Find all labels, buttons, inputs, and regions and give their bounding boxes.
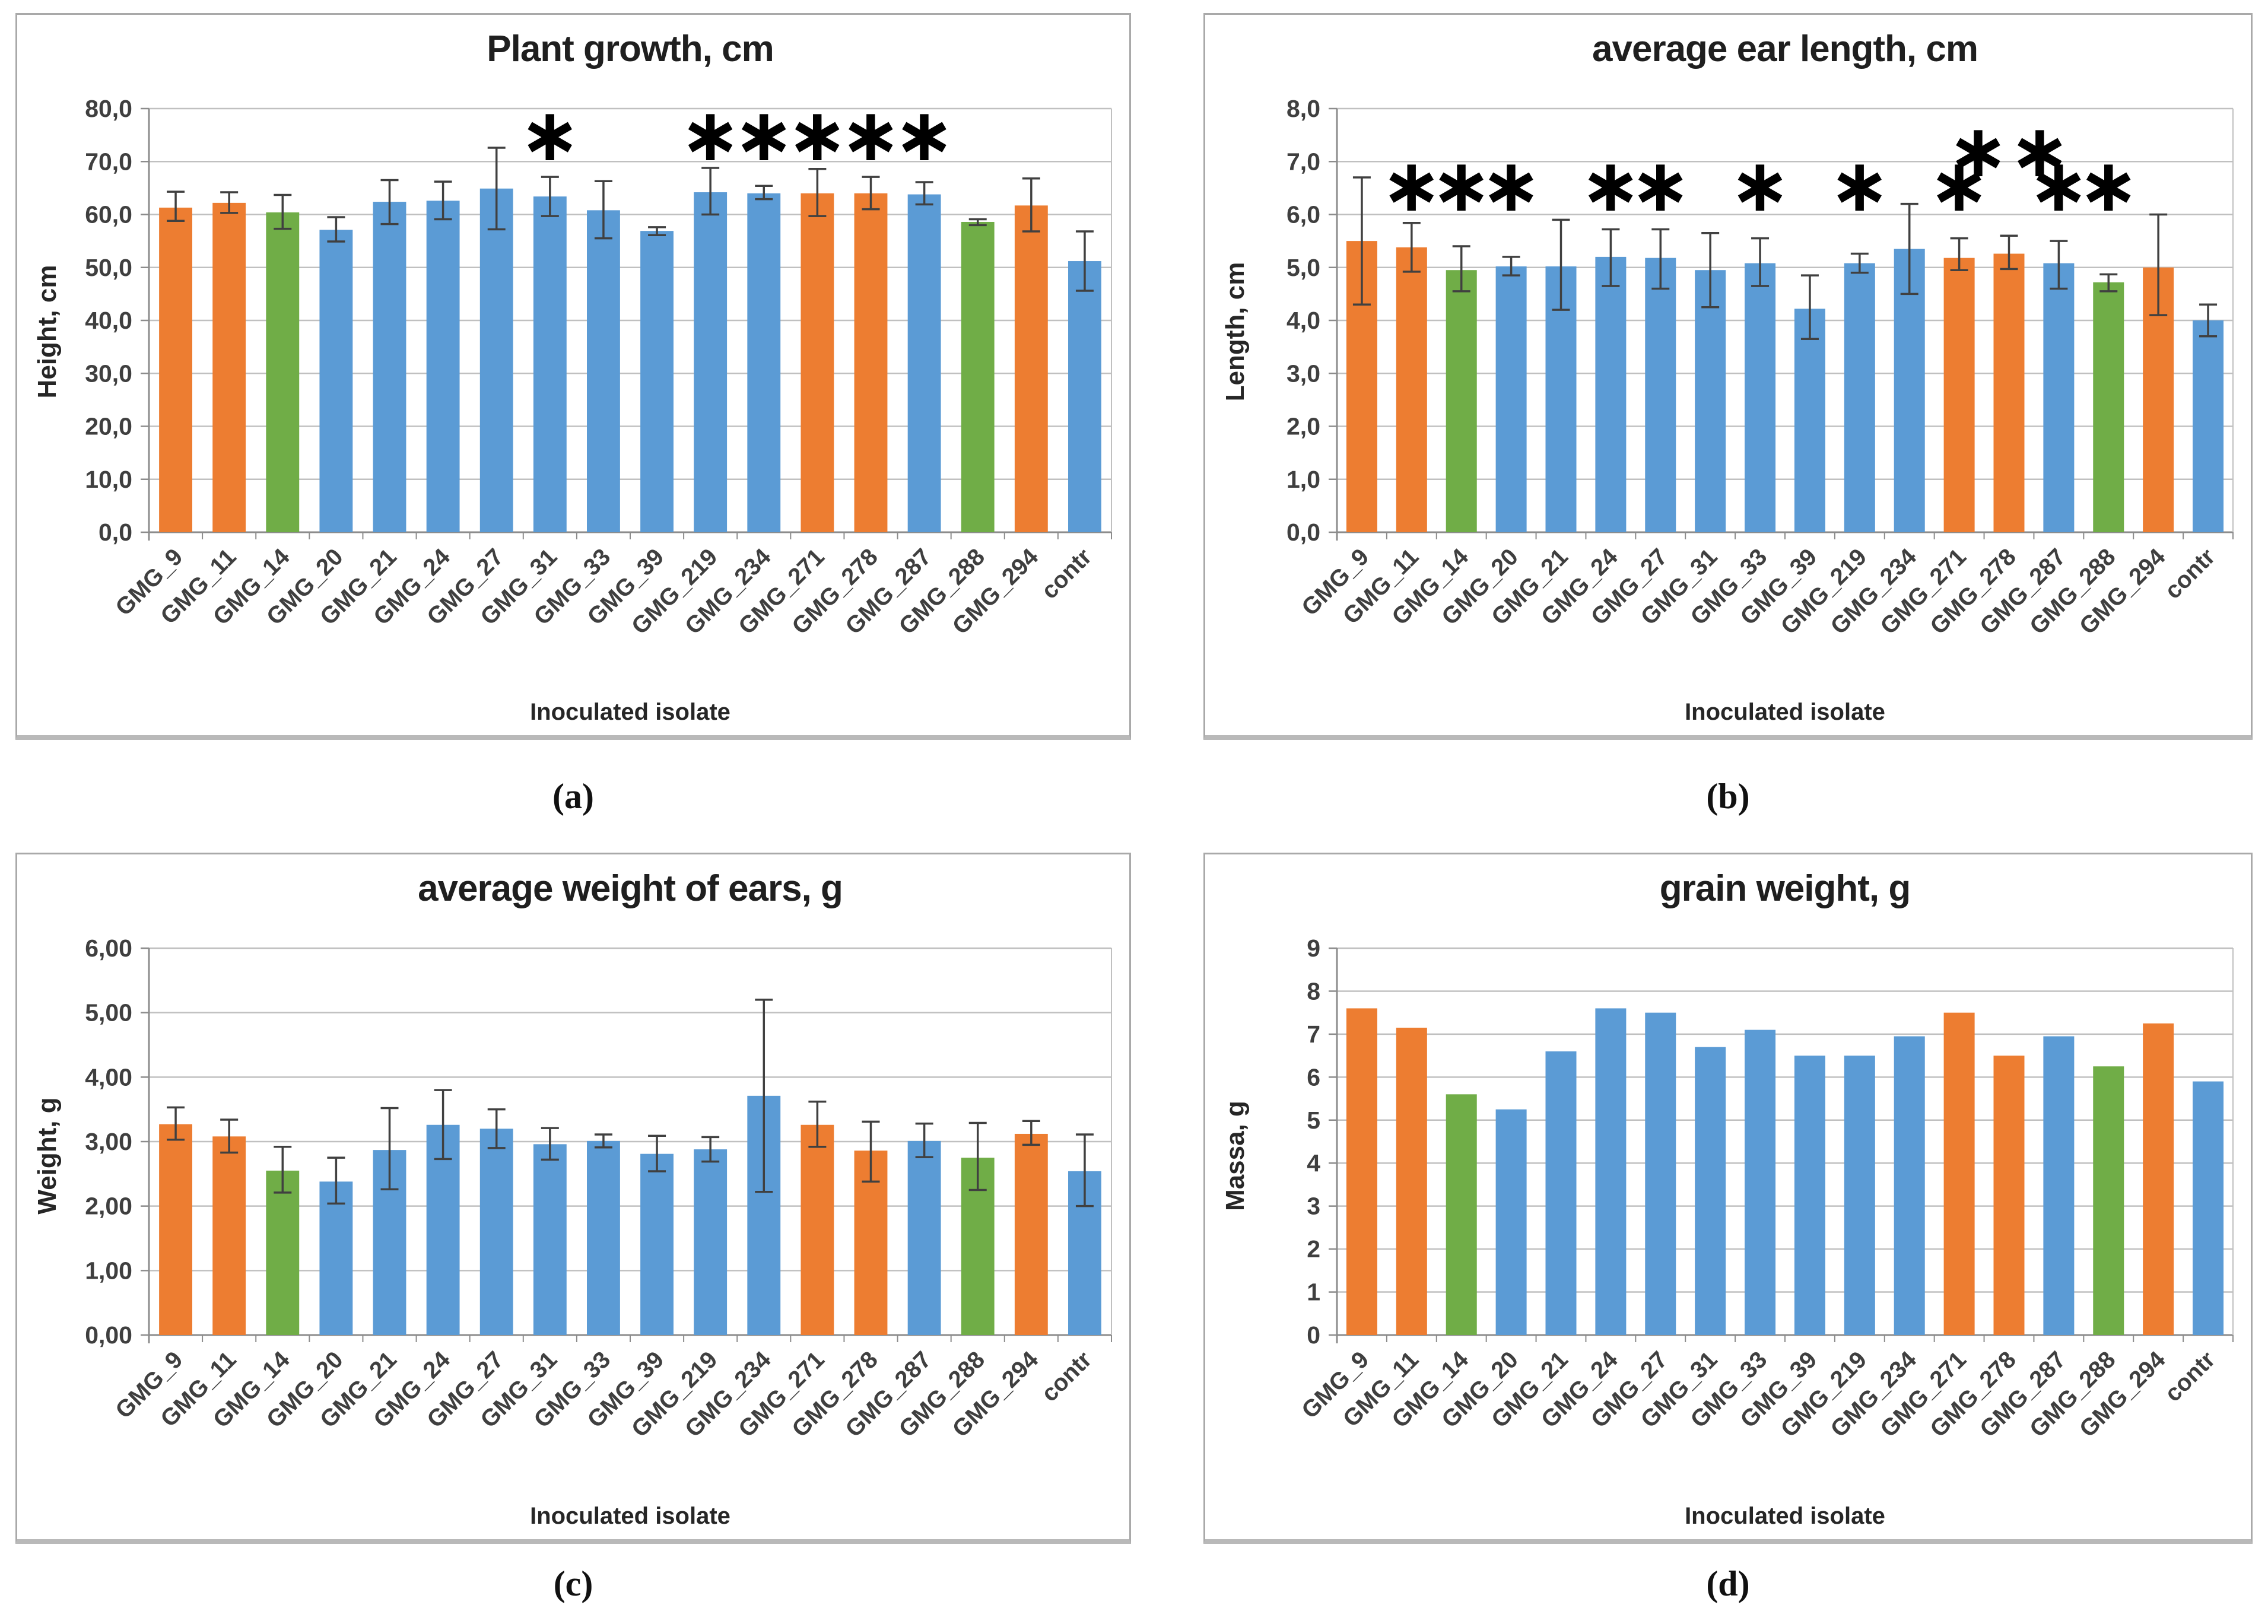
svg-text:∗: ∗ <box>1729 143 1791 228</box>
svg-text:∗: ∗ <box>519 93 581 178</box>
svg-text:∗∗: ∗∗ <box>1948 109 2071 194</box>
svg-text:50,0: 50,0 <box>85 254 132 281</box>
svg-text:∗: ∗ <box>1481 143 1542 228</box>
svg-text:5,00: 5,00 <box>85 999 132 1026</box>
bar-plot-ear-length: 0,01,02,03,04,05,06,07,08,0GMG_9GMG_11GM… <box>1287 95 2234 640</box>
svg-text:∗: ∗ <box>1829 143 1891 228</box>
svg-text:2: 2 <box>1307 1235 1320 1263</box>
svg-text:8,0: 8,0 <box>1287 95 1320 122</box>
svg-text:9: 9 <box>1307 935 1320 962</box>
svg-text:3,00: 3,00 <box>85 1128 132 1155</box>
svg-text:30,0: 30,0 <box>85 360 132 387</box>
caption-a: (a) <box>552 776 594 816</box>
svg-text:∗: ∗ <box>2028 143 2089 228</box>
svg-text:contr: contr <box>2160 1346 2221 1407</box>
chart-title-plant-growth: Plant growth, cm <box>487 28 774 69</box>
caption-c: (c) <box>553 1564 593 1603</box>
svg-text:7,0: 7,0 <box>1287 148 1320 175</box>
svg-text:5,0: 5,0 <box>1287 254 1320 281</box>
svg-text:70,0: 70,0 <box>85 148 132 175</box>
svg-text:40,0: 40,0 <box>85 307 132 334</box>
svg-text:0,0: 0,0 <box>99 519 132 546</box>
svg-text:2,0: 2,0 <box>1287 413 1320 440</box>
svg-text:0,00: 0,00 <box>85 1321 132 1349</box>
svg-text:∗: ∗ <box>1629 143 1691 228</box>
panel-ear-weight: average weight of ears, g Weight, g 0,00… <box>15 853 1131 1544</box>
caption-d: (d) <box>1706 1564 1750 1603</box>
svg-text:6,00: 6,00 <box>85 935 132 962</box>
x-axis-title-d: Inoculated isolate <box>1685 1503 1885 1529</box>
svg-text:3: 3 <box>1307 1193 1320 1220</box>
svg-text:∗: ∗ <box>679 93 741 178</box>
x-axis-title-c: Inoculated isolate <box>530 1503 730 1529</box>
svg-text:∗: ∗ <box>1381 143 1443 228</box>
panel-grain-weight: grain weight, g Massa, g 0 1 2 3 4 5 6 7 8 9 GMG_9… <box>1203 853 2253 1544</box>
svg-text:∗: ∗ <box>1929 143 1990 228</box>
svg-text:∗: ∗ <box>894 93 955 178</box>
svg-text:0,0: 0,0 <box>1287 519 1320 546</box>
svg-text:2,00: 2,00 <box>85 1193 132 1220</box>
svg-text:80,0: 80,0 <box>85 95 132 122</box>
svg-text:4: 4 <box>1307 1149 1320 1177</box>
svg-text:contr: contr <box>1036 544 1097 604</box>
svg-text:10,0: 10,0 <box>85 466 132 493</box>
x-axis-title-a: Inoculated isolate <box>530 699 730 725</box>
chart-title-grain-weight: grain weight, g <box>1659 868 1911 909</box>
chart-title-ear-length: average ear length, cm <box>1592 28 1978 69</box>
svg-text:contr: contr <box>2160 544 2221 604</box>
panel-plant-growth: Plant growth, cm Height, cm 0,0 10,0 20,0 3… <box>15 13 1131 740</box>
bar-plot-ear-weight: 0,001,002,003,004,005,006,00GMG_9GMG_11G… <box>85 935 1112 1442</box>
svg-text:∗: ∗ <box>1431 143 1492 228</box>
svg-text:8: 8 <box>1307 977 1320 1005</box>
svg-text:∗: ∗ <box>786 93 848 178</box>
svg-text:6,0: 6,0 <box>1287 201 1320 228</box>
svg-text:7: 7 <box>1307 1021 1320 1048</box>
svg-text:5: 5 <box>1307 1107 1320 1134</box>
svg-text:∗: ∗ <box>840 93 902 178</box>
svg-text:1,0: 1,0 <box>1287 466 1320 493</box>
caption-b: (b) <box>1706 776 1750 816</box>
svg-text:4,00: 4,00 <box>85 1063 132 1091</box>
svg-text:60,0: 60,0 <box>85 201 132 228</box>
svg-text:∗: ∗ <box>2078 143 2139 228</box>
svg-text:1,00: 1,00 <box>85 1257 132 1284</box>
panel-ear-length: average ear length, cm Length, cm 0,0 1,0… <box>1203 13 2253 740</box>
svg-text:∗: ∗ <box>733 93 795 178</box>
svg-text:6: 6 <box>1307 1063 1320 1091</box>
svg-text:1: 1 <box>1307 1279 1320 1306</box>
bar-plot-grain-weight: 0123456789GMG_9GMG_11GMG_14GMG_20GMG_21G… <box>1297 935 2234 1442</box>
bar-plot-plant-growth: 0,010,020,030,040,050,060,070,080,0GMG_9… <box>85 93 1112 640</box>
x-axis-title-b: Inoculated isolate <box>1685 699 1885 725</box>
svg-text:3,0: 3,0 <box>1287 360 1320 387</box>
svg-text:4,0: 4,0 <box>1287 307 1320 334</box>
svg-text:∗: ∗ <box>1580 143 1641 228</box>
svg-text:20,0: 20,0 <box>85 413 132 440</box>
svg-text:contr: contr <box>1036 1346 1097 1407</box>
svg-text:0: 0 <box>1307 1321 1320 1349</box>
chart-title-ear-weight: average weight of ears, g <box>418 868 843 909</box>
